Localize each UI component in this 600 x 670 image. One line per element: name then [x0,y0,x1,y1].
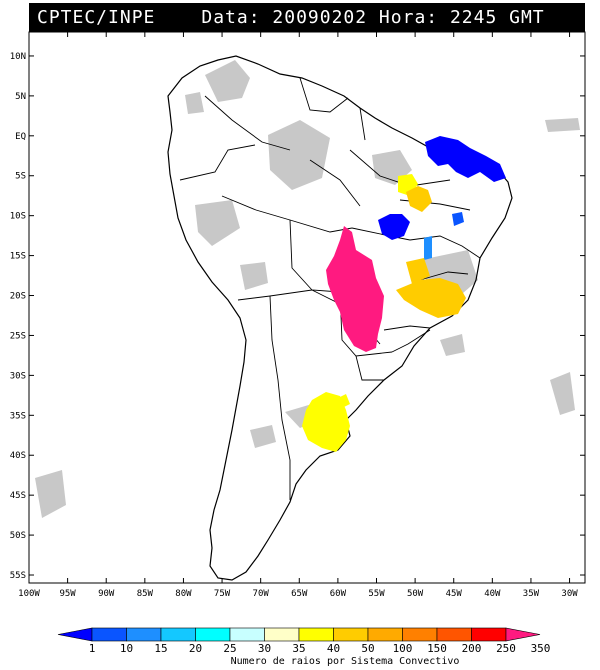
colorbar-title: Numero de raios por Sistema Convectivo [231,656,460,667]
lat-label-15S: 15S [10,252,26,262]
colorbar-label-100: 100 [393,642,413,655]
lon-label-80W: 80W [175,589,192,599]
colorbar-box-13 [505,627,541,642]
agency-label: CPTEC/INPE [37,7,156,28]
cloud-cover [35,60,580,518]
lat-label-40S: 40S [10,451,26,461]
lon-label-95W: 95W [59,589,76,599]
lat-label-25S: 25S [10,331,26,341]
colorbar-box-5 [229,627,265,642]
piaui-blue-cluster [378,214,410,240]
colorbar-box-12 [471,627,507,642]
colorbar-label-150: 150 [427,642,447,655]
map-header: CPTEC/INPE Data: 20090202 Hora: 2245 GMT [29,3,585,32]
minas-orange-cluster [396,278,466,318]
goias-orange-cluster [406,258,430,284]
lat-label-20S: 20S [10,292,26,302]
date-time-label: Data: 20090202 Hora: 2245 GMT [201,7,545,28]
lat-label-EQ: EQ [15,132,26,142]
colorbar-label-250: 250 [496,642,516,655]
lat-label-5S: 5S [15,172,26,182]
colorbar-box-7 [298,627,334,642]
lat-label-10S: 10S [10,212,26,222]
colorbar-box-9 [367,627,403,642]
colorbar-box-6 [264,627,300,642]
south-america-outline [167,55,513,581]
lon-label-100W: 100W [18,589,40,599]
lon-label-85W: 85W [137,589,154,599]
colorbar-box-0 [57,627,93,642]
lat-label-30S: 30S [10,371,26,381]
lat-label-5N: 5N [15,92,26,102]
colorbar-label-200: 200 [462,642,482,655]
map-frame [28,31,586,584]
colorbar-labels: 1 10 15 20 25 30 35 40 50 100 150 200 250 350 [89,642,551,655]
lat-label-55S: 55S [10,571,26,581]
lon-label-50W: 50W [407,589,424,599]
lon-label-60W: 60W [330,589,347,599]
lat-label-50S: 50S [10,531,26,541]
lon-label-75W: 75W [214,589,231,599]
lon-label-65W: 65W [291,589,308,599]
colorbar-box-4 [195,627,231,642]
colorbar-box-1 [91,627,127,642]
colorbar-label-50: 50 [361,642,374,655]
colorbar-boxes [57,627,541,642]
lon-label-45W: 45W [446,589,463,599]
lat-label-45S: 45S [10,491,26,501]
colorbar-box-8 [333,627,369,642]
colorbar-label-15: 15 [154,642,167,655]
mato-grosso-magenta-cluster [326,226,384,352]
lon-label-30W: 30W [561,589,578,599]
lon-label-35W: 35W [523,589,540,599]
argentina-yellow-cluster [302,392,350,452]
lon-label-55W: 55W [368,589,385,599]
colorbar-box-11 [436,627,472,642]
colorbar-label-350: 350 [531,642,551,655]
latitude-labels: 10N 5N EQ 5S 10S 15S 20S 25S 30S 35S 40S 45S 50S 55S [10,52,26,581]
colorbar-box-3 [160,627,196,642]
bahia-blue-cluster [452,212,464,226]
colorbar-box-10 [402,627,438,642]
lat-label-10N: 10N [10,52,26,62]
colorbar-label-10: 10 [120,642,133,655]
lon-label-40W: 40W [484,589,501,599]
colorbar-label-35: 35 [292,642,305,655]
axis-ticks [28,32,585,583]
lat-label-35S: 35S [10,411,26,421]
lon-label-70W: 70W [253,589,270,599]
colorbar-label-30: 30 [258,642,271,655]
colorbar-label-1: 1 [89,642,96,655]
tocantins-orange-cluster [406,186,432,212]
ilhas-yellow-cluster [338,394,350,408]
colorbar-label-40: 40 [327,642,340,655]
colorbar-box-2 [126,627,162,642]
colorbar-label-25: 25 [223,642,236,655]
nordeste-blue-cluster [425,136,506,182]
colorbar-label-20: 20 [189,642,202,655]
lon-label-90W: 90W [98,589,115,599]
longitude-labels: 100W 95W 90W 85W 80W 75W 70W 65W 60W 55W 50W 45W 40W… [18,589,578,599]
goias-blue-cluster [424,236,432,260]
